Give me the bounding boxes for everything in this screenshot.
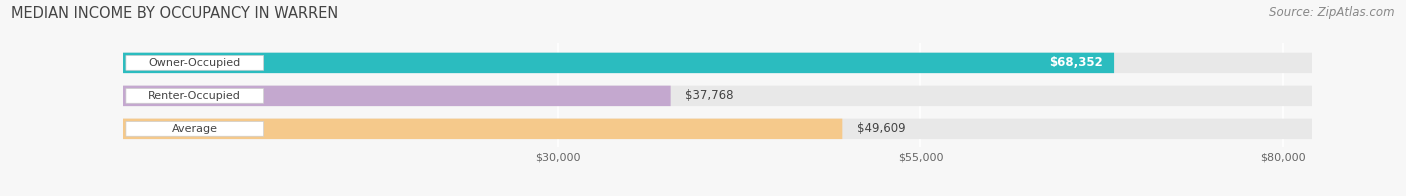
Text: Average: Average — [172, 124, 218, 134]
FancyBboxPatch shape — [124, 119, 842, 139]
Text: $37,768: $37,768 — [685, 89, 734, 102]
FancyBboxPatch shape — [124, 86, 671, 106]
FancyBboxPatch shape — [124, 119, 1312, 139]
FancyBboxPatch shape — [127, 55, 264, 70]
Text: $68,352: $68,352 — [1049, 56, 1102, 69]
Text: Renter-Occupied: Renter-Occupied — [149, 91, 242, 101]
Text: MEDIAN INCOME BY OCCUPANCY IN WARREN: MEDIAN INCOME BY OCCUPANCY IN WARREN — [11, 6, 339, 21]
FancyBboxPatch shape — [127, 122, 264, 136]
FancyBboxPatch shape — [124, 53, 1114, 73]
FancyBboxPatch shape — [124, 53, 1312, 73]
Text: Source: ZipAtlas.com: Source: ZipAtlas.com — [1270, 6, 1395, 19]
FancyBboxPatch shape — [127, 89, 264, 103]
Text: Owner-Occupied: Owner-Occupied — [149, 58, 240, 68]
Text: $49,609: $49,609 — [856, 122, 905, 135]
FancyBboxPatch shape — [124, 86, 1312, 106]
